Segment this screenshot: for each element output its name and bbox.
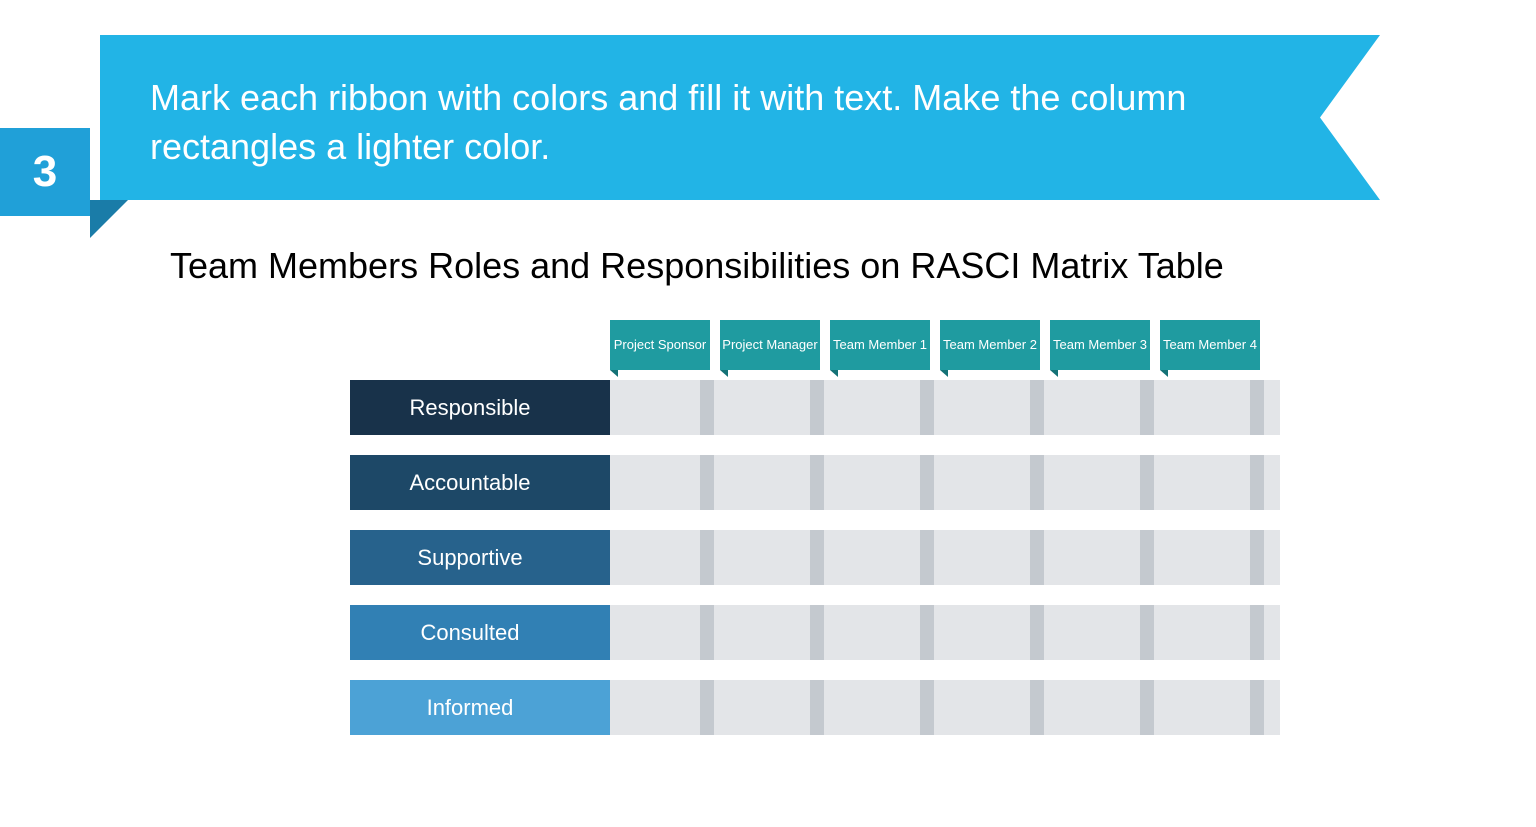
column-separator — [810, 680, 824, 735]
instruction-ribbon: Mark each ribbon with colors and fill it… — [100, 35, 1380, 200]
matrix-rows: Responsible Accountable Supportive Consulte… — [350, 380, 1280, 755]
column-separator — [1250, 380, 1264, 435]
column-separator — [1140, 605, 1154, 660]
column-separator — [810, 455, 824, 510]
column-separator — [1250, 530, 1264, 585]
row-label-text: Supportive — [417, 545, 522, 571]
row-label-ribbon: Accountable — [350, 455, 610, 510]
column-header-label: Team Member 3 — [1053, 338, 1147, 353]
row-track — [610, 380, 1280, 435]
column-header-label: Team Member 1 — [833, 338, 927, 353]
row-label-ribbon: Supportive — [350, 530, 610, 585]
column-separator — [920, 455, 934, 510]
matrix-title: Team Members Roles and Responsibilities … — [170, 245, 1224, 287]
row-label-text: Accountable — [409, 470, 530, 496]
column-separator — [1140, 530, 1154, 585]
column-separator — [1030, 455, 1044, 510]
row-track — [610, 605, 1280, 660]
row-label-ribbon: Consulted — [350, 605, 610, 660]
column-separator — [810, 530, 824, 585]
column-separator — [1030, 680, 1044, 735]
column-separator — [700, 530, 714, 585]
matrix-row: Consulted — [350, 605, 1280, 660]
matrix-row: Supportive — [350, 530, 1280, 585]
column-separator — [700, 605, 714, 660]
column-separator — [810, 380, 824, 435]
step-number-badge: 3 — [0, 128, 90, 216]
column-separator — [1030, 380, 1044, 435]
column-separator — [1030, 605, 1044, 660]
column-separator — [1250, 455, 1264, 510]
row-label-ribbon: Informed — [350, 680, 610, 735]
column-separator — [700, 680, 714, 735]
column-header-label: Project Manager — [722, 338, 817, 353]
row-track — [610, 455, 1280, 510]
column-header: Team Member 2 — [940, 320, 1040, 370]
column-header: Project Manager — [720, 320, 820, 370]
column-header: Project Sponsor — [610, 320, 710, 370]
row-track — [610, 530, 1280, 585]
column-separator — [1250, 605, 1264, 660]
row-label-text: Consulted — [420, 620, 519, 646]
column-separator — [1140, 380, 1154, 435]
column-separator — [810, 605, 824, 660]
matrix-row: Responsible — [350, 380, 1280, 435]
column-separator — [920, 680, 934, 735]
step-badge-fold — [90, 200, 128, 238]
column-header: Team Member 4 — [1160, 320, 1260, 370]
column-separator — [1250, 680, 1264, 735]
column-header: Team Member 3 — [1050, 320, 1150, 370]
row-label-text: Informed — [427, 695, 514, 721]
column-header-label: Team Member 4 — [1163, 338, 1257, 353]
column-header-label: Project Sponsor — [614, 338, 707, 353]
column-separator — [1030, 530, 1044, 585]
matrix-row: Informed — [350, 680, 1280, 735]
column-separator — [920, 380, 934, 435]
column-separator — [700, 380, 714, 435]
column-separator — [1140, 455, 1154, 510]
column-separator — [920, 530, 934, 585]
instruction-text: Mark each ribbon with colors and fill it… — [150, 74, 1260, 171]
column-header-label: Team Member 2 — [943, 338, 1037, 353]
row-track — [610, 680, 1280, 735]
matrix-row: Accountable — [350, 455, 1280, 510]
column-separator — [700, 455, 714, 510]
column-separator — [920, 605, 934, 660]
column-header: Team Member 1 — [830, 320, 930, 370]
row-label-text: Responsible — [409, 395, 530, 421]
row-label-ribbon: Responsible — [350, 380, 610, 435]
column-headers: Project Sponsor Project Manager Team Membe… — [610, 320, 1270, 370]
column-separator — [1140, 680, 1154, 735]
step-number: 3 — [33, 147, 57, 197]
